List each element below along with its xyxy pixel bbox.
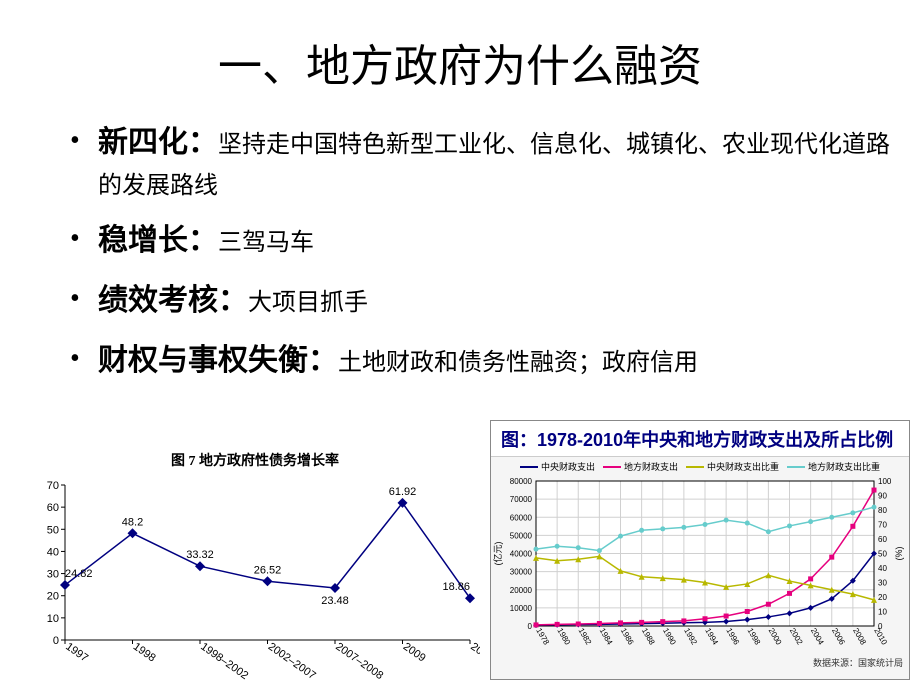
bullet-desc: 土地财政和债务性融资；政府信用	[338, 350, 698, 376]
svg-text:1978: 1978	[534, 627, 551, 647]
svg-text:1994: 1994	[703, 627, 720, 647]
svg-text:10000: 10000	[510, 604, 533, 613]
svg-text:10: 10	[878, 608, 887, 617]
bullet-label: 绩效考核：	[98, 284, 248, 317]
svg-text:2004: 2004	[809, 627, 826, 647]
bullet-desc: 三驾马车	[218, 230, 314, 256]
bullet-item: 新四化：坚持走中国特色新型工业化、信息化、城镇化、农业现代化道路的发展路线	[70, 119, 890, 205]
svg-text:1996: 1996	[724, 627, 741, 647]
svg-text:2010: 2010	[468, 641, 480, 665]
bullet-item: 稳增长：三驾马车	[70, 217, 890, 265]
svg-text:1992: 1992	[682, 627, 699, 647]
chart-right-legend: 中央财政支出地方财政支出中央财政支出比重地方财政支出比重	[491, 457, 909, 476]
svg-text:70000: 70000	[510, 496, 533, 505]
svg-text:30: 30	[878, 579, 887, 588]
chart-right-source: 数据来源：国家统计局	[491, 656, 909, 671]
svg-text:1984: 1984	[598, 627, 615, 647]
svg-text:40: 40	[878, 564, 887, 573]
svg-text:33.32: 33.32	[186, 549, 214, 561]
svg-text:1998–2002: 1998–2002	[198, 641, 250, 680]
svg-text:90: 90	[878, 492, 887, 501]
svg-text:1998: 1998	[746, 627, 763, 647]
svg-text:60000: 60000	[510, 514, 533, 523]
svg-text:0: 0	[528, 622, 533, 631]
svg-text:20: 20	[878, 593, 887, 602]
svg-text:0: 0	[53, 635, 59, 647]
bullet-label: 稳增长：	[98, 224, 218, 257]
svg-text:61.92: 61.92	[389, 486, 417, 498]
svg-text:1988: 1988	[640, 627, 657, 647]
bullet-label: 新四化：	[98, 126, 218, 159]
svg-text:50: 50	[878, 550, 887, 559]
svg-text:1982: 1982	[577, 627, 594, 647]
charts-row: 图 7 地方政府性债务增长率 0 10 20 30 40 50 60 70 1997 1998 19…	[30, 420, 910, 680]
chart-right-svg: 0 10000 20000 30000 40000 50000 60000 70000 8000…	[491, 476, 909, 651]
svg-text:60: 60	[878, 535, 887, 544]
debt-growth-chart: 图 7 地方政府性债务增长率 0 10 20 30 40 50 60 70 1997 1998 19…	[30, 450, 480, 680]
svg-text:2002–2007: 2002–2007	[266, 641, 318, 680]
svg-text:20000: 20000	[510, 586, 533, 595]
svg-text:40: 40	[47, 546, 59, 558]
slide: 一、地方政府为什么融资 新四化：坚持走中国特色新型工业化、信息化、城镇化、农业现…	[0, 0, 920, 690]
bullet-item: 财权与事权失衡：土地财政和债务性融资；政府信用	[70, 337, 890, 385]
svg-text:80000: 80000	[510, 477, 533, 486]
svg-text:2000: 2000	[767, 627, 784, 647]
svg-text:20: 20	[47, 591, 59, 603]
legend-item: 地方财政支出比重	[787, 460, 880, 473]
legend-item: 地方财政支出	[603, 460, 678, 473]
bullet-desc: 大项目抓手	[248, 290, 368, 316]
svg-text:50: 50	[47, 524, 59, 536]
svg-text:2006: 2006	[830, 627, 847, 647]
svg-text:70: 70	[878, 521, 887, 530]
svg-text:1986: 1986	[619, 627, 636, 647]
svg-text:18.86: 18.86	[442, 581, 470, 593]
svg-text:70: 70	[47, 480, 59, 492]
svg-text:30000: 30000	[510, 568, 533, 577]
svg-text:2008: 2008	[851, 627, 868, 647]
svg-text:40000: 40000	[510, 550, 533, 559]
page-title: 一、地方政府为什么融资	[30, 30, 890, 94]
bullet-item: 绩效考核：大项目抓手	[70, 277, 890, 325]
chart-right-title: 图：1978-2010年中央和地方财政支出及所占比例	[491, 421, 909, 457]
bullet-list: 新四化：坚持走中国特色新型工业化、信息化、城镇化、农业现代化道路的发展路线 稳增…	[30, 119, 890, 385]
chart-left-svg: 0 10 20 30 40 50 60 70 1997 1998 1998–2002 2002–200…	[30, 475, 480, 680]
svg-text:50000: 50000	[510, 532, 533, 541]
chart-left-title: 图 7 地方政府性债务增长率	[30, 450, 480, 470]
bullet-label: 财权与事权失衡：	[98, 344, 338, 377]
svg-text:48.2: 48.2	[122, 516, 143, 528]
svg-text:24.82: 24.82	[65, 568, 93, 580]
svg-text:80: 80	[878, 506, 887, 515]
svg-text:26.52: 26.52	[254, 564, 282, 576]
svg-text:1998: 1998	[131, 641, 158, 665]
svg-text:10: 10	[47, 613, 59, 625]
legend-item: 中央财政支出比重	[686, 460, 779, 473]
svg-text:2007–2008: 2007–2008	[333, 641, 385, 680]
svg-text:1990: 1990	[661, 627, 678, 647]
svg-text:1997: 1997	[63, 641, 90, 665]
legend-item: 中央财政支出	[520, 460, 595, 473]
svg-text:(%): (%)	[894, 547, 904, 561]
svg-text:30: 30	[47, 569, 59, 581]
svg-text:2010: 2010	[872, 627, 889, 647]
fiscal-spending-chart: 图：1978-2010年中央和地方财政支出及所占比例 中央财政支出地方财政支出中…	[490, 420, 910, 680]
svg-text:100: 100	[878, 477, 892, 486]
svg-text:23.48: 23.48	[321, 595, 349, 607]
svg-text:2009: 2009	[401, 641, 428, 665]
svg-text:60: 60	[47, 502, 59, 514]
svg-text:(亿元): (亿元)	[492, 542, 503, 566]
svg-text:2002: 2002	[788, 627, 805, 647]
svg-text:1980: 1980	[555, 627, 572, 647]
